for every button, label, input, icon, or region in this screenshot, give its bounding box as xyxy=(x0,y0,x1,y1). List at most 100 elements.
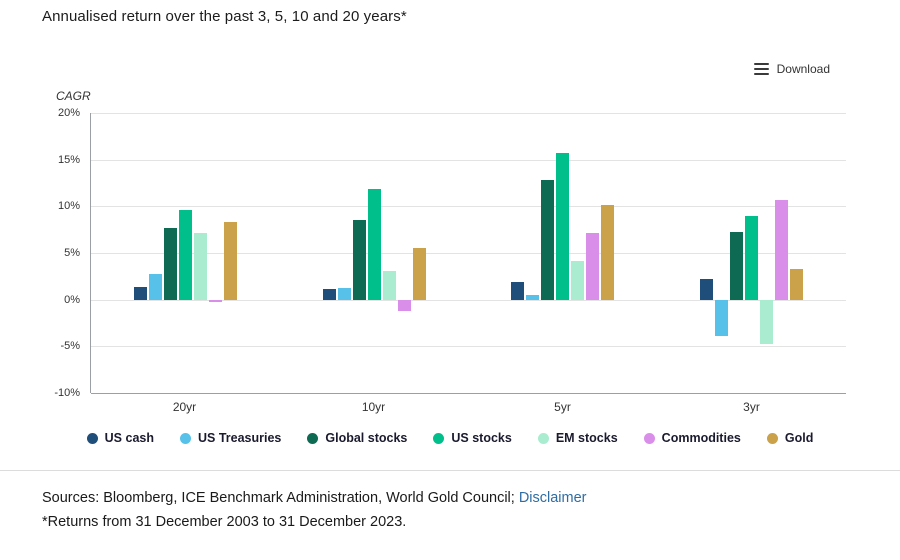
bar-em-stocks-3yr[interactable] xyxy=(760,299,774,345)
bar-us-cash-5yr[interactable] xyxy=(511,281,525,300)
gridline xyxy=(91,113,846,114)
bar-column xyxy=(397,113,411,393)
legend-label: US cash xyxy=(104,431,154,445)
legend-dot xyxy=(307,432,319,444)
bar-column xyxy=(511,113,525,393)
y-tick-label: -5% xyxy=(60,340,80,353)
disclaimer-link[interactable]: Disclaimer xyxy=(518,490,587,506)
divider-line xyxy=(0,470,900,471)
bar-column xyxy=(322,113,336,393)
download-button[interactable]: Download xyxy=(753,62,830,76)
bar-gold-20yr[interactable] xyxy=(223,222,237,300)
bar-column xyxy=(223,113,237,393)
bar-column xyxy=(178,113,192,393)
bar-column xyxy=(700,113,714,393)
bar-commodities-3yr[interactable] xyxy=(775,199,789,300)
bar-us-treasuries-10yr[interactable] xyxy=(337,287,351,300)
bar-us-treasuries-5yr[interactable] xyxy=(526,295,540,300)
legend-item-us-cash[interactable]: US cash xyxy=(86,431,154,445)
plot-area xyxy=(90,113,846,394)
bar-global-stocks-20yr[interactable] xyxy=(163,227,177,300)
bar-us-cash-20yr[interactable] xyxy=(133,286,147,300)
legend-item-gold[interactable]: Gold xyxy=(766,431,813,445)
bar-group-3yr xyxy=(657,113,846,393)
bar-column xyxy=(745,113,759,393)
legend-label: EM stocks xyxy=(555,431,618,445)
x-axis-labels: 20yr 10yr 5yr 3yr xyxy=(90,400,846,414)
bar-group-20yr xyxy=(91,113,280,393)
gridline xyxy=(91,393,846,394)
legend-item-us-stocks[interactable]: US stocks xyxy=(433,431,512,445)
gridline xyxy=(91,299,846,301)
bar-gold-3yr[interactable] xyxy=(790,268,804,300)
bar-column xyxy=(586,113,600,393)
x-axis-label-20yr: 20yr xyxy=(172,400,197,414)
legend-item-us-treasuries[interactable]: US Treasuries xyxy=(180,431,281,445)
bar-column xyxy=(775,113,789,393)
bar-us-stocks-5yr[interactable] xyxy=(556,153,570,300)
bar-us-cash-3yr[interactable] xyxy=(700,279,714,300)
legend-dot xyxy=(180,432,191,444)
bar-column xyxy=(208,113,222,393)
legend-item-em-stocks[interactable]: EM stocks xyxy=(537,431,618,445)
gridline xyxy=(91,253,846,254)
bar-gold-10yr[interactable] xyxy=(412,248,426,300)
y-tick-label: 15% xyxy=(57,153,80,166)
bar-commodities-20yr[interactable] xyxy=(208,299,222,302)
bar-column xyxy=(556,113,570,393)
bar-group-10yr xyxy=(280,113,469,393)
bar-global-stocks-3yr[interactable] xyxy=(730,232,744,300)
gridline xyxy=(91,159,846,161)
legend-label: Global stocks xyxy=(325,431,408,445)
bar-us-stocks-3yr[interactable] xyxy=(745,215,759,300)
bar-em-stocks-5yr[interactable] xyxy=(571,261,585,300)
bar-global-stocks-10yr[interactable] xyxy=(352,220,366,300)
bar-column xyxy=(148,113,162,393)
bar-column xyxy=(571,113,585,393)
bar-em-stocks-10yr[interactable] xyxy=(382,270,396,300)
y-tick-label: 20% xyxy=(57,107,80,119)
legend-dot xyxy=(766,432,778,444)
bar-us-treasuries-20yr[interactable] xyxy=(148,274,162,300)
bar-em-stocks-20yr[interactable] xyxy=(193,233,207,300)
bar-global-stocks-5yr[interactable] xyxy=(541,180,555,300)
legend-dot xyxy=(86,432,98,444)
bar-us-stocks-20yr[interactable] xyxy=(178,210,192,300)
page-title: Annualised return over the past 3, 5, 10… xyxy=(42,8,407,25)
legend-item-commodities[interactable]: Commodities xyxy=(643,431,741,445)
x-axis-label-10yr: 10yr xyxy=(361,400,386,414)
bar-gold-5yr[interactable] xyxy=(601,205,615,300)
bar-column xyxy=(367,113,381,393)
bar-column xyxy=(526,113,540,393)
chart-legend: US cash US Treasuries Global stocks US stoc… xyxy=(0,431,900,445)
bar-column xyxy=(715,113,729,393)
download-label: Download xyxy=(776,62,830,76)
bar-column xyxy=(352,113,366,393)
y-tick-label: -10% xyxy=(54,387,80,399)
gridline xyxy=(91,206,846,208)
bar-commodities-5yr[interactable] xyxy=(586,233,600,300)
menu-icon xyxy=(753,63,769,75)
legend-dot xyxy=(537,432,549,444)
bar-us-treasuries-3yr[interactable] xyxy=(715,299,729,337)
footnote-text: *Returns from 31 December 2003 to 31 Dec… xyxy=(42,514,407,530)
legend-dot xyxy=(643,432,655,444)
y-tick-label: 10% xyxy=(57,200,80,213)
bar-column xyxy=(412,113,426,393)
bar-us-stocks-10yr[interactable] xyxy=(367,188,381,300)
bar-column xyxy=(337,113,351,393)
bar-column xyxy=(133,113,147,393)
y-axis-title: CAGR xyxy=(56,89,91,103)
bar-column xyxy=(760,113,774,393)
legend-item-global-stocks[interactable]: Global stocks xyxy=(307,431,407,445)
legend-label: Commodities xyxy=(661,431,741,445)
bar-column xyxy=(730,113,744,393)
legend-dot xyxy=(433,432,445,444)
bar-us-cash-10yr[interactable] xyxy=(322,289,336,300)
gridline xyxy=(91,346,846,348)
y-axis-labels: 20% 15% 10% 5% 0% -5% -10% xyxy=(0,107,80,399)
bar-groups xyxy=(91,113,846,393)
bar-commodities-10yr[interactable] xyxy=(397,299,411,311)
x-axis-label-3yr: 3yr xyxy=(743,400,760,414)
